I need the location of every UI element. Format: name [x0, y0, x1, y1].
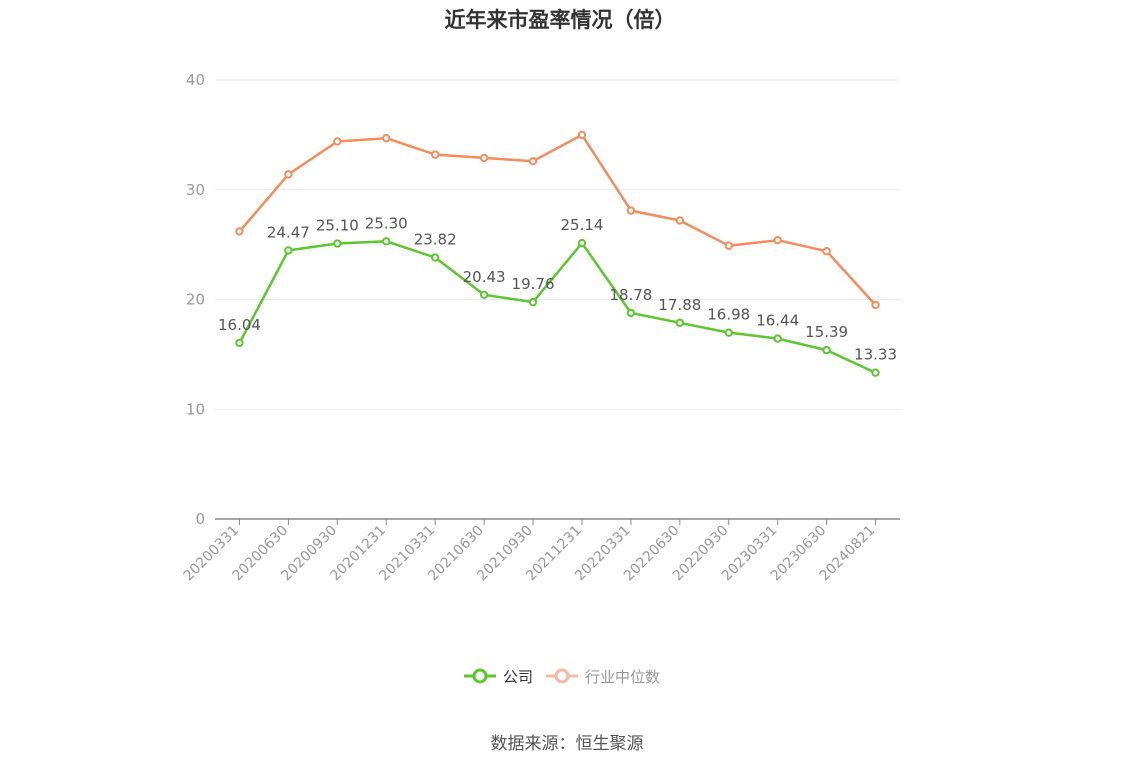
- data-point-company: [333, 239, 342, 248]
- legend-item-industry[interactable]: 行业中位数: [545, 666, 660, 687]
- legend-company-label: 公司: [503, 667, 534, 686]
- pe-ratio-line-chart: 0102030402020033120200630202009302020123…: [181, 71, 900, 584]
- data-point-industry: [284, 170, 293, 179]
- data-label-company: 20.43: [463, 268, 506, 286]
- data-label-company: 15.39: [805, 323, 848, 341]
- data-point-industry: [773, 236, 782, 245]
- series-line-company: [238, 240, 877, 374]
- data-point-industry: [724, 241, 733, 250]
- data-label-company: 16.98: [707, 306, 750, 324]
- y-tick-label: 40: [186, 71, 205, 89]
- data-point-company: [284, 246, 293, 255]
- data-point-industry: [235, 227, 244, 236]
- data-point-industry: [430, 150, 440, 159]
- legend-industry-label: 行业中位数: [585, 667, 661, 686]
- chart-title: 近年来市盈率情况（倍）: [444, 8, 676, 32]
- data-label-company: 16.44: [756, 312, 799, 330]
- data-point-company: [822, 345, 831, 355]
- data-point-industry: [822, 247, 831, 256]
- data-point-industry: [479, 153, 489, 163]
- data-point-industry: [382, 133, 391, 143]
- data-point-industry: [528, 157, 538, 166]
- data-label-company: 25.10: [316, 217, 359, 235]
- series-line-industry: [238, 133, 877, 306]
- y-tick-label: 0: [195, 510, 205, 528]
- data-label-company: 19.76: [512, 275, 555, 293]
- chart-legend: 公司 行业中位数: [463, 662, 672, 690]
- data-point-company: [528, 297, 538, 307]
- data-source-note: 数据来源：恒生聚源: [490, 734, 644, 754]
- data-label-company: 16.04: [218, 316, 261, 334]
- data-point-company: [773, 334, 782, 343]
- data-point-company: [430, 253, 440, 262]
- data-point-industry: [333, 137, 342, 146]
- y-tick-label: 30: [186, 181, 205, 199]
- data-label-company: 17.88: [658, 296, 701, 314]
- legend-company-marker-icon: [464, 668, 496, 684]
- legend-item-company[interactable]: 公司: [463, 666, 533, 687]
- y-tick-label: 20: [186, 291, 205, 309]
- data-label-company: 18.78: [609, 286, 652, 304]
- data-point-company: [626, 308, 636, 318]
- data-point-company: [871, 368, 880, 377]
- data-point-company: [724, 328, 733, 337]
- data-point-company: [577, 238, 587, 248]
- data-label-company: 25.14: [560, 216, 603, 234]
- data-point-industry: [577, 130, 587, 140]
- data-label-company: 13.33: [854, 346, 897, 364]
- data-point-industry: [626, 206, 636, 215]
- data-point-company: [479, 290, 489, 299]
- data-point-company: [382, 237, 391, 246]
- y-tick-label: 10: [186, 400, 205, 418]
- legend-industry-marker-icon: [546, 668, 579, 684]
- data-point-industry: [871, 300, 880, 310]
- data-label-company: 23.82: [414, 231, 457, 249]
- data-point-company: [235, 338, 244, 348]
- data-point-industry: [675, 216, 685, 225]
- data-point-company: [675, 318, 685, 327]
- data-label-company: 24.47: [267, 223, 310, 241]
- data-label-company: 25.30: [365, 214, 408, 232]
